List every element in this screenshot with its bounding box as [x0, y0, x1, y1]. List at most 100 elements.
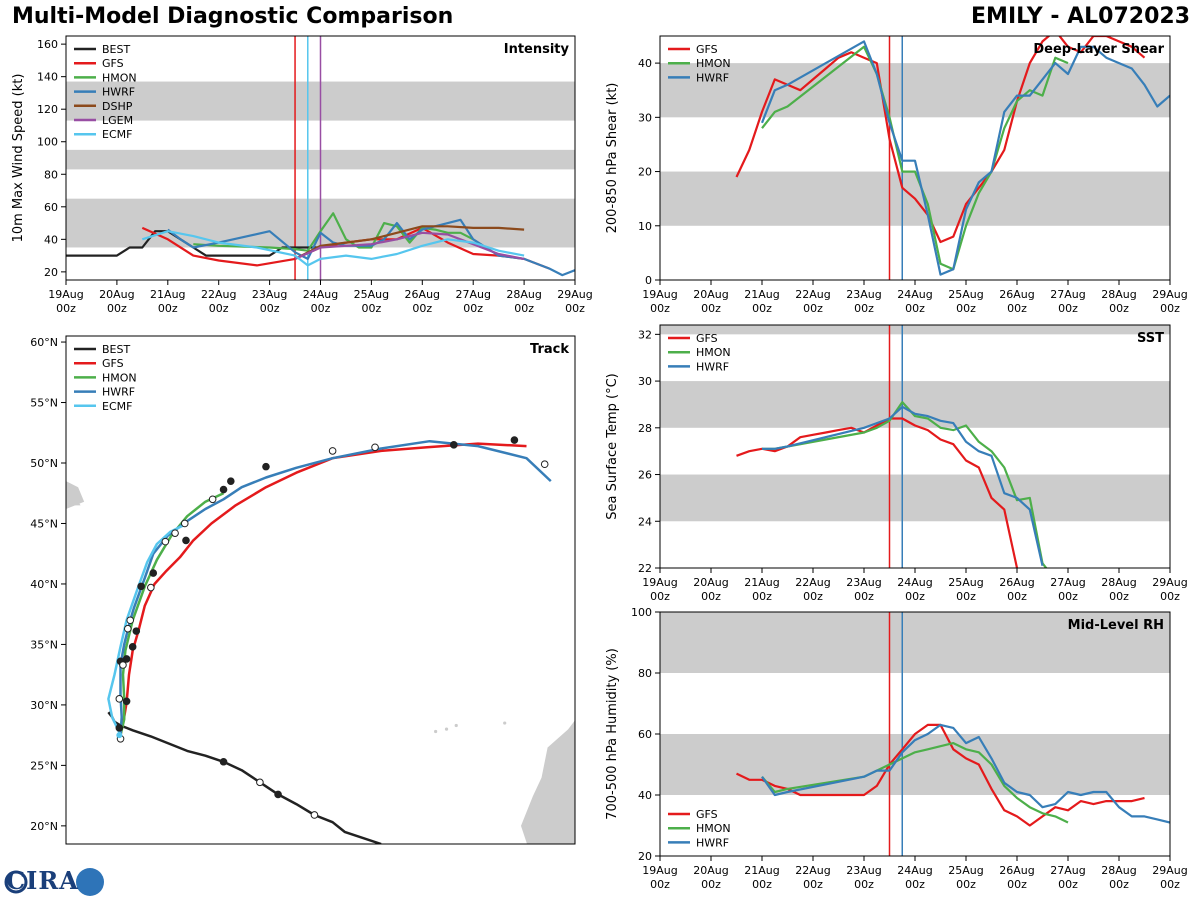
- y-tick-label: 30°N: [30, 699, 58, 712]
- x-tick-label: 00z: [1007, 302, 1027, 315]
- track-position-marker: [115, 695, 124, 703]
- x-tick-label: 26Aug: [405, 288, 440, 301]
- x-tick-label: 20Aug: [693, 288, 728, 301]
- x-tick-label: 00z: [803, 878, 823, 891]
- track-position-marker: [147, 583, 155, 592]
- series-group: [736, 723, 1170, 827]
- x-tick-label: 20Aug: [99, 288, 134, 301]
- y-tick-label: 100: [631, 606, 652, 619]
- legend-label-best: BEST: [102, 43, 130, 56]
- legend-label-hwrf: HWRF: [102, 86, 135, 99]
- y-tick-label: 40: [638, 789, 652, 802]
- x-tick-label: 00z: [854, 590, 874, 603]
- x-tick-label: 00z: [1109, 302, 1129, 315]
- track-map: [66, 436, 575, 844]
- track-position-marker: [219, 485, 228, 494]
- x-tick-label: 00z: [362, 302, 382, 315]
- y-tick-label: 30: [638, 375, 652, 388]
- x-tick-label: 29Aug: [1152, 864, 1187, 877]
- storm-title: EMILY - AL072023: [971, 4, 1190, 29]
- y-tick-label: 100: [37, 136, 58, 149]
- series-hwrf-line: [762, 405, 1044, 566]
- x-tick-label: 00z: [158, 302, 178, 315]
- y-axis-label: Sea Surface Temp (°C): [605, 373, 620, 520]
- y-tick-label: 20°N: [30, 820, 58, 833]
- x-tick-label: 00z: [905, 590, 925, 603]
- track-gfs-line: [119, 442, 527, 736]
- axes-frame: [65, 335, 576, 845]
- x-tick-label: 21Aug: [744, 288, 779, 301]
- x-tick-label: 25Aug: [354, 288, 389, 301]
- x-tick-label: 20Aug: [693, 576, 728, 589]
- x-tick-label: 23Aug: [252, 288, 287, 301]
- legend-label-gfs: GFS: [696, 43, 718, 56]
- shaded-band: [660, 63, 1170, 118]
- x-tick-label: 20Aug: [693, 864, 728, 877]
- y-tick-label: 60°N: [30, 336, 58, 349]
- y-tick-label: 80: [638, 667, 652, 680]
- x-tick-label: 00z: [854, 878, 874, 891]
- x-tick-label: 26Aug: [999, 576, 1034, 589]
- x-tick-label: 00z: [956, 302, 976, 315]
- y-tick-label: 20: [638, 850, 652, 863]
- legend-label-gfs: GFS: [696, 332, 718, 345]
- x-tick-label: 00z: [311, 302, 331, 315]
- shaded-band: [660, 734, 1170, 795]
- x-tick-label: 21Aug: [150, 288, 185, 301]
- x-tick-label: 24Aug: [897, 288, 932, 301]
- series-dshp-line: [294, 225, 525, 260]
- x-tick-label: 23Aug: [846, 576, 881, 589]
- legend-label-hwrf: HWRF: [696, 71, 729, 84]
- x-tick-label: 24Aug: [303, 288, 338, 301]
- legend-label-hmon: HMON: [696, 57, 731, 70]
- canary-island: [503, 721, 507, 725]
- x-tick-label: 28Aug: [1101, 288, 1136, 301]
- y-tick-label: 20: [638, 166, 652, 179]
- y-tick-label: 30: [638, 111, 652, 124]
- x-tick-label: 23Aug: [846, 288, 881, 301]
- x-tick-label: 00z: [650, 302, 670, 315]
- y-tick-label: 26: [638, 469, 652, 482]
- track-position-marker: [122, 655, 131, 663]
- track-position-marker: [256, 778, 264, 787]
- track-position-marker: [371, 443, 379, 452]
- x-tick-label: 00z: [803, 302, 823, 315]
- x-tick-label: 00z: [56, 302, 76, 315]
- x-tick-label: 21Aug: [744, 576, 779, 589]
- x-tick-label: 29Aug: [1152, 288, 1187, 301]
- x-tick-label: 19Aug: [48, 288, 83, 301]
- track-position-marker: [171, 529, 179, 537]
- panel-title: Intensity: [504, 42, 570, 57]
- x-tick-label: 00z: [701, 878, 721, 891]
- y-tick-label: 24: [638, 515, 652, 528]
- x-tick-label: 00z: [1160, 302, 1180, 315]
- x-tick-label: 00z: [905, 302, 925, 315]
- track-position-marker: [124, 624, 132, 633]
- x-tick-label: 00z: [650, 590, 670, 603]
- y-tick-label: 60: [44, 201, 58, 214]
- shaded-band: [660, 612, 1170, 673]
- y-tick-label: 160: [37, 38, 58, 51]
- y-tick-label: 40: [44, 233, 58, 246]
- x-tick-label: 00z: [956, 878, 976, 891]
- legend-label-lgem: LGEM: [102, 114, 133, 127]
- x-tick-label: 21Aug: [744, 864, 779, 877]
- y-tick-label: 60: [638, 728, 652, 741]
- track-position-marker: [126, 616, 135, 625]
- cira-ring-icon: [4, 870, 28, 894]
- x-tick-label: 00z: [260, 302, 280, 315]
- x-tick-label: 00z: [701, 302, 721, 315]
- x-tick-label: 24Aug: [897, 576, 932, 589]
- legend-label-best: BEST: [102, 343, 130, 356]
- legend-label-hwrf: HWRF: [696, 360, 729, 373]
- axes-frame: [659, 324, 1171, 569]
- series-group: [735, 36, 1170, 276]
- x-tick-label: 00z: [412, 302, 432, 315]
- y-tick-label: 120: [37, 103, 58, 116]
- y-tick-label: 20: [44, 266, 58, 279]
- track-position-marker: [328, 447, 337, 455]
- x-tick-label: 27Aug: [1050, 288, 1085, 301]
- newfoundland-land: [66, 481, 85, 509]
- page-title: Multi-Model Diagnostic Comparison: [12, 4, 454, 29]
